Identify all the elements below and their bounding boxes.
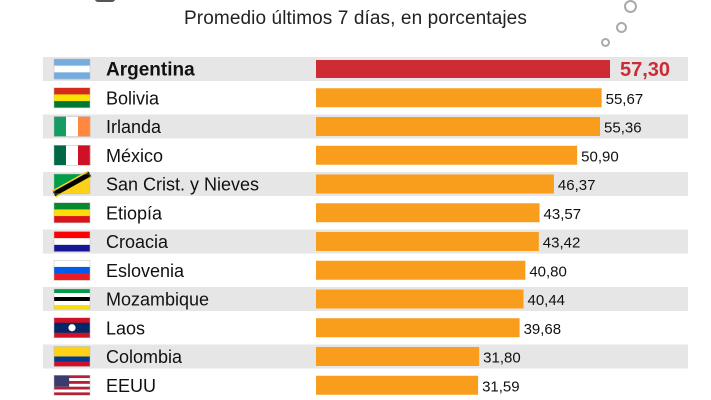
chart-row-4: San Crist. y Nieves 46,37	[43, 170, 688, 198]
flag-icon	[53, 260, 91, 281]
chart-row-2: Irlanda 55,36	[43, 114, 688, 139]
value-label: 55,67	[606, 91, 644, 108]
country-label: Laos	[106, 318, 145, 338]
country-label: Eslovenia	[106, 261, 185, 281]
bubbles-decoration	[596, 0, 646, 50]
bar	[316, 289, 524, 309]
value-label: 39,68	[524, 321, 562, 338]
value-label: 50,90	[581, 148, 619, 165]
chart-row-10: Colombia 31,80	[43, 344, 688, 369]
country-label: Etiopía	[106, 203, 163, 223]
chart-row-5: Etiopía 43,57	[53, 202, 582, 224]
bar	[316, 145, 578, 165]
flag-icon	[53, 346, 91, 367]
country-label: EEUU	[106, 376, 156, 396]
value-label: 55,36	[604, 120, 642, 137]
flag-icon	[53, 87, 91, 109]
value-label: 46,37	[558, 177, 596, 194]
chart-row-3: México 50,90	[53, 145, 619, 166]
bar	[316, 174, 554, 194]
flag-icon	[53, 145, 91, 166]
country-label: Croacia	[106, 232, 169, 252]
country-label: Argentina	[106, 60, 195, 81]
chart-row-7: Eslovenia 40,80	[53, 260, 567, 281]
bar	[316, 347, 480, 366]
bar	[316, 260, 526, 280]
country-label: México	[106, 146, 163, 166]
flag-icon	[53, 317, 91, 338]
value-label: 40,80	[529, 263, 567, 280]
country-label: Mozambique	[106, 290, 209, 310]
bar	[316, 60, 610, 78]
chart-row-0: Argentina 57,30	[43, 57, 688, 81]
value-label: 31,80	[483, 350, 521, 367]
chart-row-9: Laos 39,68	[53, 317, 562, 338]
flag-icon	[52, 170, 92, 198]
country-label: Bolivia	[106, 88, 160, 108]
bar	[316, 375, 479, 395]
flag-icon	[53, 231, 91, 252]
header-logo-stub	[95, 0, 115, 2]
value-label: 31,59	[482, 378, 520, 395]
chart-row-6: Croacia 43,42	[43, 229, 688, 254]
value-label: 43,42	[543, 235, 581, 252]
value-label: 40,44	[527, 292, 565, 309]
bar	[316, 232, 539, 251]
flag-icon	[53, 288, 91, 310]
value-label: 57,30	[620, 59, 670, 81]
value-label: 43,57	[544, 206, 582, 223]
chart-row-8: Mozambique 40,44	[43, 287, 688, 311]
bar	[316, 117, 601, 136]
country-label: San Crist. y Nieves	[106, 175, 259, 195]
chart-row-11: EEUU 31,59	[53, 375, 520, 396]
flag-icon	[53, 116, 91, 137]
chart-row-1: Bolivia 55,67	[53, 87, 644, 109]
country-label: Irlanda	[106, 117, 162, 137]
bar	[316, 88, 602, 108]
flag-icon	[53, 58, 91, 80]
bar	[316, 203, 540, 223]
flag-icon	[53, 202, 91, 224]
bar	[316, 318, 520, 338]
flag-icon	[53, 375, 91, 396]
chart-subtitle: Promedio últimos 7 días, en porcentajes	[184, 8, 527, 29]
country-label: Colombia	[106, 347, 183, 367]
